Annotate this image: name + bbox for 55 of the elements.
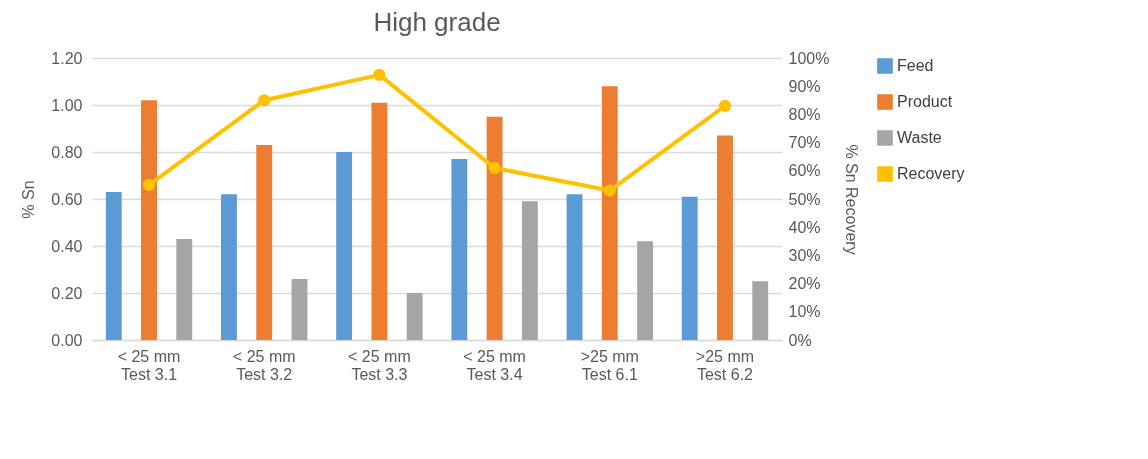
y-tick-label: 0.00 — [51, 331, 83, 349]
y2-tick-label: 20% — [788, 275, 821, 293]
y-axis-title: % Sn — [20, 180, 38, 219]
legend-label: Product — [897, 93, 953, 110]
bar — [336, 152, 353, 340]
bar — [521, 201, 538, 340]
bar — [221, 194, 237, 340]
y2-tick-label: 60% — [788, 162, 821, 180]
point — [142, 178, 156, 192]
point — [373, 68, 386, 82]
y2-tick-label: 50% — [788, 190, 821, 208]
legend-label: Recovery — [897, 165, 965, 182]
x-tick-label: < 25 mm Test 3.2 — [232, 347, 296, 383]
x-tick-label: < 25 mm Test 3.3 — [348, 347, 411, 383]
y-tick-label: 0.40 — [51, 237, 83, 255]
bar — [717, 135, 733, 340]
bar — [681, 196, 698, 340]
y2-tick-label: 70% — [788, 134, 821, 152]
bar — [601, 86, 618, 340]
y2-tick-label: 100% — [788, 49, 830, 67]
bar — [176, 238, 193, 340]
y2-tick-label: 40% — [788, 218, 821, 236]
bar — [371, 102, 388, 340]
chart-title: High grade — [373, 7, 501, 37]
x-tick-label: < 25 mm Test 3.1 — [117, 347, 181, 383]
bar — [451, 159, 468, 340]
bar — [141, 100, 157, 340]
bar — [406, 293, 423, 340]
bar — [256, 144, 273, 340]
point — [718, 99, 732, 113]
y-tick-label: 0.80 — [51, 143, 83, 161]
legend-label: Waste — [897, 129, 942, 146]
x-tick-label: >25 mm Test 6.2 — [695, 347, 755, 383]
bar — [486, 116, 503, 340]
y2-tick-label: 80% — [788, 105, 821, 123]
y-tick-label: 0.60 — [51, 190, 83, 208]
x-tick-label: < 25 mm Test 3.4 — [463, 347, 526, 383]
y2-axis-title: % Sn Recovery — [843, 144, 861, 255]
point — [603, 184, 616, 197]
bar — [291, 278, 308, 340]
y2-tick-label: 10% — [788, 303, 821, 321]
bar — [566, 194, 583, 340]
point — [258, 94, 271, 107]
bar — [105, 191, 122, 340]
y2-tick-label: 30% — [788, 246, 821, 264]
point — [488, 161, 501, 175]
y2-tick-label: 90% — [788, 77, 821, 95]
x-tick-label: >25 mm Test 6.1 — [580, 347, 639, 383]
y-tick-label: 1.00 — [51, 96, 83, 114]
y-tick-label: 1.20 — [51, 49, 83, 67]
legend-label: Feed — [897, 57, 934, 74]
y2-tick-label: 0% — [788, 331, 812, 349]
y-tick-label: 0.20 — [51, 284, 83, 302]
bar — [637, 241, 653, 340]
bar — [752, 281, 769, 340]
